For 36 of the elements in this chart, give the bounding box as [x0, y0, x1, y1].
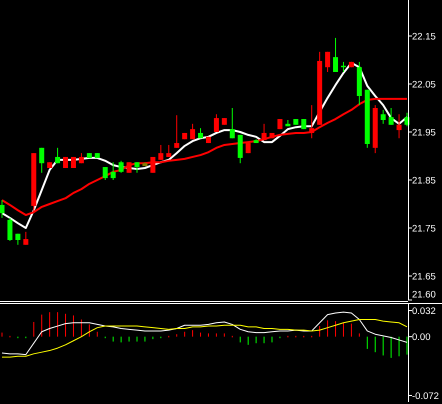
candlestick	[325, 51, 330, 72]
candlestick	[23, 231, 28, 246]
candlestick	[7, 217, 12, 242]
candlestick	[174, 114, 180, 148]
line-series	[2, 319, 408, 358]
candlestick	[0, 200, 4, 218]
candlestick	[110, 162, 116, 180]
y-tick-label: 21.65	[412, 271, 436, 282]
candlestick	[396, 114, 402, 139]
candlestick	[388, 108, 394, 126]
candlestick	[333, 37, 338, 72]
candlestick	[214, 114, 219, 132]
candlestick	[134, 162, 140, 174]
y-tick-label: 0.032	[412, 306, 436, 317]
candlestick	[309, 104, 314, 139]
y-tick-label: 21.75	[412, 223, 436, 234]
candlestick	[102, 166, 108, 180]
y-tick-label: 21.85	[412, 175, 436, 186]
candlestick	[238, 134, 243, 164]
y-tick-label: 22.05	[412, 79, 436, 90]
candlestick	[150, 156, 156, 174]
candlestick	[380, 109, 386, 124]
y-tick-label: 0.00	[412, 332, 430, 343]
candlestick	[126, 162, 132, 174]
y-tick-label: 21.95	[412, 127, 436, 138]
candlestick	[39, 147, 44, 174]
y-tick-label: 22.15	[412, 31, 436, 42]
candlestick	[55, 147, 60, 164]
y-tick-label: 21.60	[412, 289, 436, 300]
candlestick	[190, 123, 196, 140]
candlestick	[262, 123, 267, 141]
candlestick	[118, 160, 124, 174]
y-tick-label: -0.072	[412, 390, 439, 402]
candlestick	[158, 144, 164, 160]
candlestick	[230, 108, 235, 139]
candlestick	[166, 144, 172, 158]
